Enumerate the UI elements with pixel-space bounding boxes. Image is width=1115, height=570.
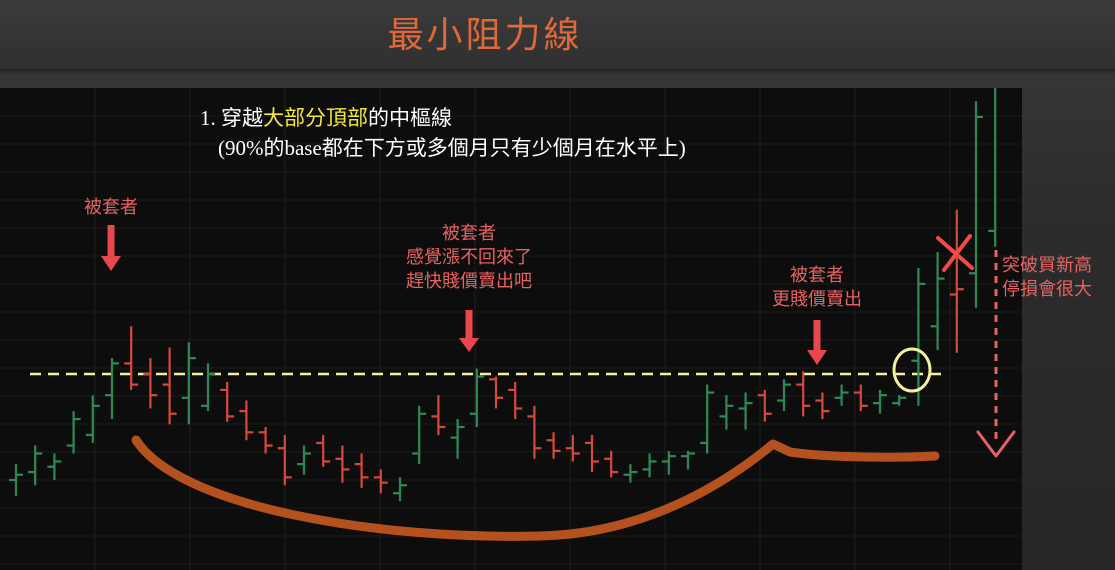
ohlc-bar bbox=[393, 477, 407, 502]
ohlc-bar bbox=[949, 209, 964, 353]
ohlc-bar bbox=[201, 363, 215, 412]
stop-loss-arrow bbox=[976, 250, 1016, 458]
ohlc-bar bbox=[373, 469, 388, 494]
title-band: 最小阻力線 bbox=[0, 0, 1115, 74]
ohlc-bar bbox=[316, 434, 331, 467]
ohlc-bar bbox=[335, 445, 350, 483]
note-line-1: 1. 穿越大部分頂部的中樞線 bbox=[200, 102, 452, 132]
arrow-middle bbox=[459, 310, 479, 352]
ohlc-bar bbox=[642, 453, 657, 478]
ohlc-bar bbox=[239, 400, 254, 441]
note-line-1-suffix: 的中樞線 bbox=[368, 106, 452, 130]
ohlc-bar bbox=[930, 252, 945, 351]
ohlc-bar bbox=[661, 450, 676, 475]
ohlc-bar bbox=[700, 384, 715, 454]
ohlc-bar bbox=[892, 395, 907, 406]
ohlc-bar bbox=[738, 392, 753, 430]
chart-panel: 1. 穿越大部分頂部的中樞線 (90%的base都在下方或多個月只有少個月在水平… bbox=[0, 88, 1022, 570]
ohlc-bar bbox=[508, 381, 523, 420]
ohlc-bar bbox=[719, 395, 734, 430]
ohlc-bar bbox=[181, 342, 196, 425]
ohlc-bar bbox=[873, 389, 887, 414]
annotation-middle: 被套者 感覺漲不回來了 趕快賤價賣出吧 bbox=[384, 222, 554, 294]
ohlc-bar bbox=[297, 445, 311, 475]
ohlc-bar bbox=[796, 371, 811, 417]
ohlc-bar bbox=[431, 395, 446, 435]
ohlc-bar bbox=[258, 427, 273, 454]
annotation-line: 突破買新高 bbox=[1002, 255, 1092, 276]
note-highlight: 大部分頂部 bbox=[263, 106, 368, 130]
annotation-far-right: 突破買新高 停損會很大 bbox=[1002, 254, 1110, 302]
ohlc-bar bbox=[124, 326, 139, 390]
annotation-line: 被套者 bbox=[442, 223, 496, 244]
annotation-right: 被套者 更賤價賣出 bbox=[757, 264, 877, 312]
note-line-2: (90%的base都在下方或多個月只有少個月在水平上) bbox=[218, 136, 686, 160]
ohlc-bar bbox=[604, 450, 619, 478]
ohlc-bar bbox=[162, 347, 177, 425]
ohlc-bar bbox=[66, 411, 81, 454]
ohlc-bar bbox=[277, 434, 292, 486]
ohlc-bar bbox=[354, 453, 369, 488]
ohlc-bar bbox=[85, 395, 100, 443]
ohlc-bar bbox=[546, 432, 561, 459]
annotation-line: 被套者 bbox=[84, 197, 138, 218]
annotation-line: 趕快賤價賣出吧 bbox=[406, 271, 532, 292]
slide-title: 最小阻力線 bbox=[387, 15, 583, 56]
ohlc-bar bbox=[527, 405, 542, 459]
ohlc-bar bbox=[834, 384, 849, 406]
ohlc-bar bbox=[105, 358, 119, 420]
ohlc-bar bbox=[757, 389, 772, 422]
ohlc-bar bbox=[815, 392, 830, 420]
ohlc-bar bbox=[28, 445, 43, 486]
ohlc-bar bbox=[681, 450, 695, 470]
chart-grid bbox=[0, 88, 1022, 570]
ohlc-bar bbox=[489, 376, 503, 409]
ohlc-bar bbox=[969, 101, 983, 308]
ohlc-chart bbox=[0, 88, 1022, 570]
ohlc-bar bbox=[450, 419, 465, 459]
annotation-line: 感覺漲不回來了 bbox=[406, 247, 532, 268]
arrow-left bbox=[101, 225, 121, 271]
ohlc-bar bbox=[469, 368, 484, 427]
ohlc-bar bbox=[220, 381, 235, 422]
ohlc-bar bbox=[988, 88, 997, 247]
ohlc-bar bbox=[777, 379, 791, 412]
price-bars bbox=[9, 88, 997, 502]
ohlc-bar bbox=[853, 384, 868, 412]
annotation-line: 更賤價賣出 bbox=[772, 289, 862, 310]
arrow-right bbox=[807, 320, 827, 365]
annotation-line: 被套者 bbox=[790, 265, 844, 286]
ohlc-bar bbox=[911, 268, 926, 406]
annotation-left: 被套者 bbox=[71, 196, 151, 220]
ohlc-bar bbox=[565, 434, 580, 462]
ohlc-bar bbox=[9, 464, 23, 496]
base-curve bbox=[131, 435, 940, 541]
ohlc-bar bbox=[143, 358, 158, 409]
ohlc-bar bbox=[412, 405, 427, 465]
note-line-1-prefix: 1. 穿越 bbox=[200, 106, 263, 130]
ohlc-bar bbox=[623, 464, 638, 483]
ohlc-bar bbox=[47, 453, 62, 480]
failed-breakout-x-mark bbox=[936, 234, 974, 272]
ohlc-bar bbox=[585, 434, 599, 473]
breakout-circle bbox=[892, 347, 932, 393]
annotation-line: 停損會很大 bbox=[1002, 279, 1092, 300]
